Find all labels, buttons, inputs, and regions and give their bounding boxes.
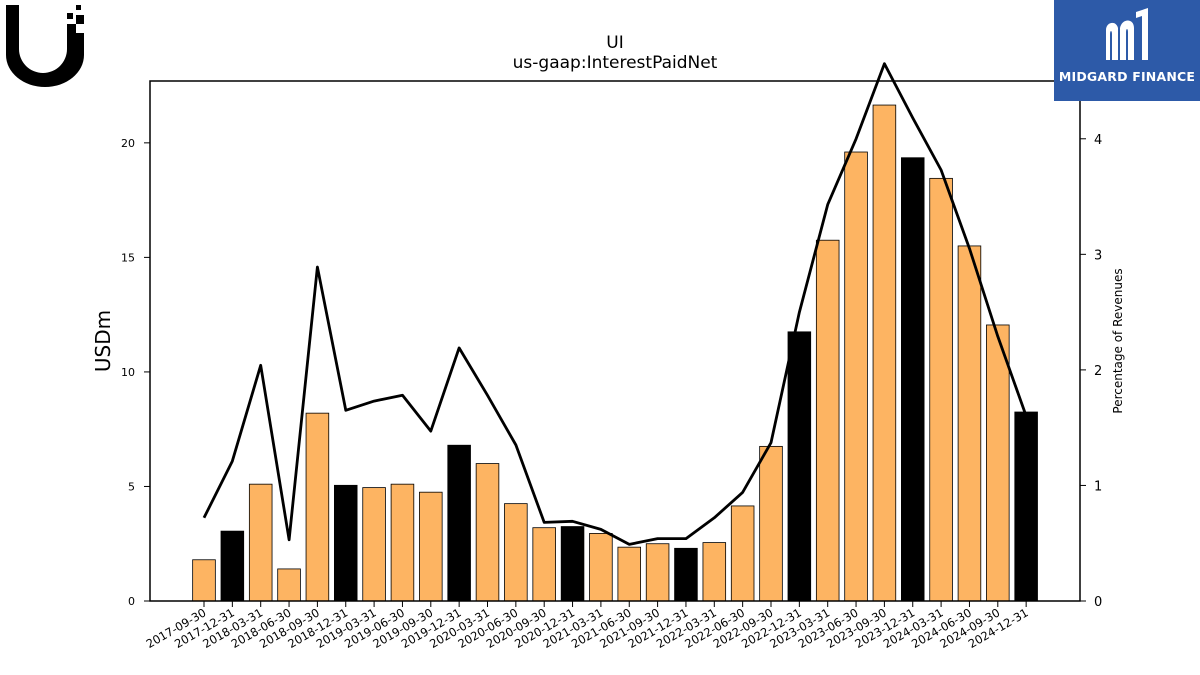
bar xyxy=(1014,411,1038,602)
y-tick-label: 5 xyxy=(128,480,135,493)
left-axis: 0 5 10 15 20 xyxy=(121,137,150,608)
y-tick-label: 20 xyxy=(121,137,135,150)
y2-tick-label: 1 xyxy=(1094,479,1102,494)
bar xyxy=(730,505,755,602)
midgard-m-logo-icon xyxy=(1054,0,1200,101)
bar xyxy=(419,491,443,602)
line-group xyxy=(202,62,1028,546)
bar xyxy=(305,412,330,602)
bar xyxy=(815,239,840,602)
y-axis-label: USDm xyxy=(91,310,115,372)
bar xyxy=(532,527,556,602)
bar xyxy=(872,104,897,602)
bar xyxy=(589,533,613,602)
bar xyxy=(674,547,698,602)
bar xyxy=(645,543,670,602)
ui-logo-icon xyxy=(6,5,84,87)
chart-title: UI xyxy=(606,33,623,53)
bar xyxy=(901,157,925,602)
bar xyxy=(447,444,471,602)
bar xyxy=(560,526,585,602)
bar xyxy=(986,324,1010,602)
bar xyxy=(504,503,528,602)
bar xyxy=(957,245,982,602)
y2-tick-label: 2 xyxy=(1094,364,1102,379)
y2-tick-label: 4 xyxy=(1094,133,1102,148)
bar xyxy=(617,546,642,602)
y-tick-label: 0 xyxy=(128,595,135,608)
y-tick-label: 10 xyxy=(121,366,135,379)
y2-axis-label: Percentage of Revenues xyxy=(1111,268,1125,413)
chart-subtitle: us-gaap:InterestPaidNet xyxy=(513,53,718,73)
bar xyxy=(192,559,216,602)
y2-tick-label: 0 xyxy=(1094,595,1102,610)
bar xyxy=(844,151,868,602)
bar xyxy=(929,177,953,602)
y-tick-label: 15 xyxy=(121,251,135,264)
bar xyxy=(277,568,301,602)
bar xyxy=(759,445,783,602)
plot-frame xyxy=(149,80,1081,602)
right-axis: 0 1 2 3 4 xyxy=(1080,133,1102,610)
y2-tick-label: 3 xyxy=(1094,248,1102,263)
badge-text: MIDGARD FINANCE xyxy=(1058,69,1196,84)
x-axis: 2017-09-302017-12-312018-03-312018-06-30… xyxy=(144,601,1031,651)
bar xyxy=(475,463,500,602)
bars-group xyxy=(192,104,1038,602)
bar xyxy=(390,483,415,602)
bar xyxy=(362,487,386,602)
percentage-line xyxy=(202,62,1028,546)
midgard-finance-badge: MIDGARD FINANCE xyxy=(1054,0,1200,101)
bar xyxy=(787,331,812,602)
bar xyxy=(248,483,273,602)
bar xyxy=(702,542,727,602)
bar xyxy=(220,530,245,602)
bar xyxy=(333,484,358,602)
